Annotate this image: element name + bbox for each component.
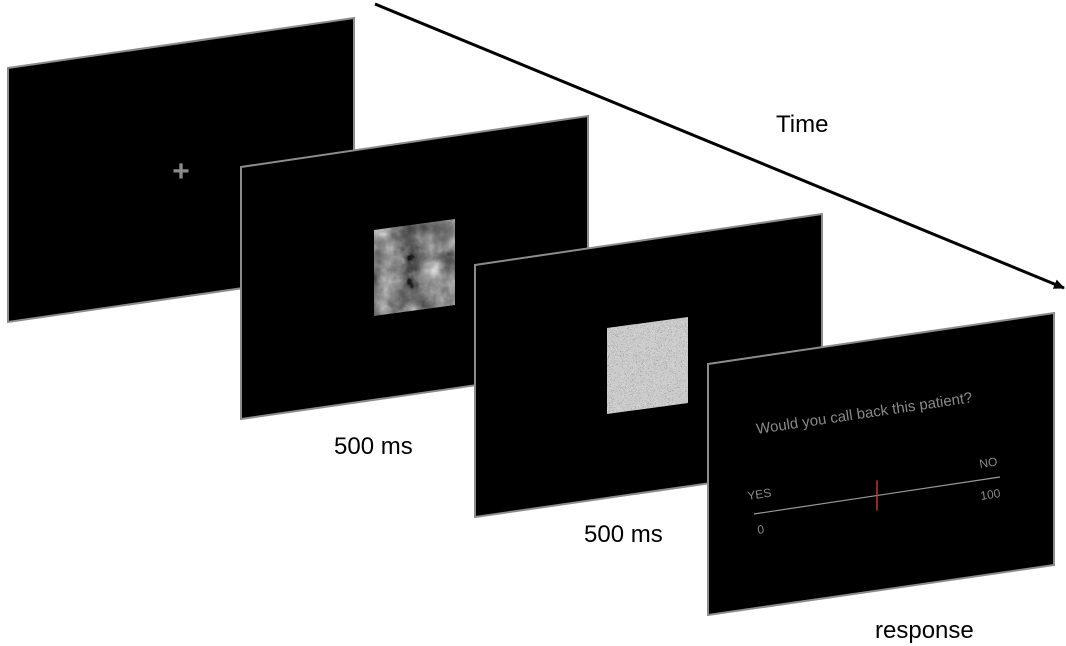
time-label: Time [776,111,828,138]
mask-duration-caption: 500 ms [584,521,663,548]
scale-label-yes: YES [746,486,772,503]
scale-min-label: 0 [756,522,765,537]
response-screen-panel [707,311,1055,617]
stimulus-duration-caption: 500 ms [334,433,413,460]
response-caption: response [875,617,974,644]
noise-mask-image [607,317,688,414]
response-screen: Would you call back this patient? NO YES… [707,311,1055,617]
time-arrow [374,2,1065,290]
scale-label-no: NO [978,454,998,470]
mammogram-stimulus-image [374,219,455,316]
fixation-cross: + [172,155,190,188]
scale-max-label: 100 [979,486,1001,503]
